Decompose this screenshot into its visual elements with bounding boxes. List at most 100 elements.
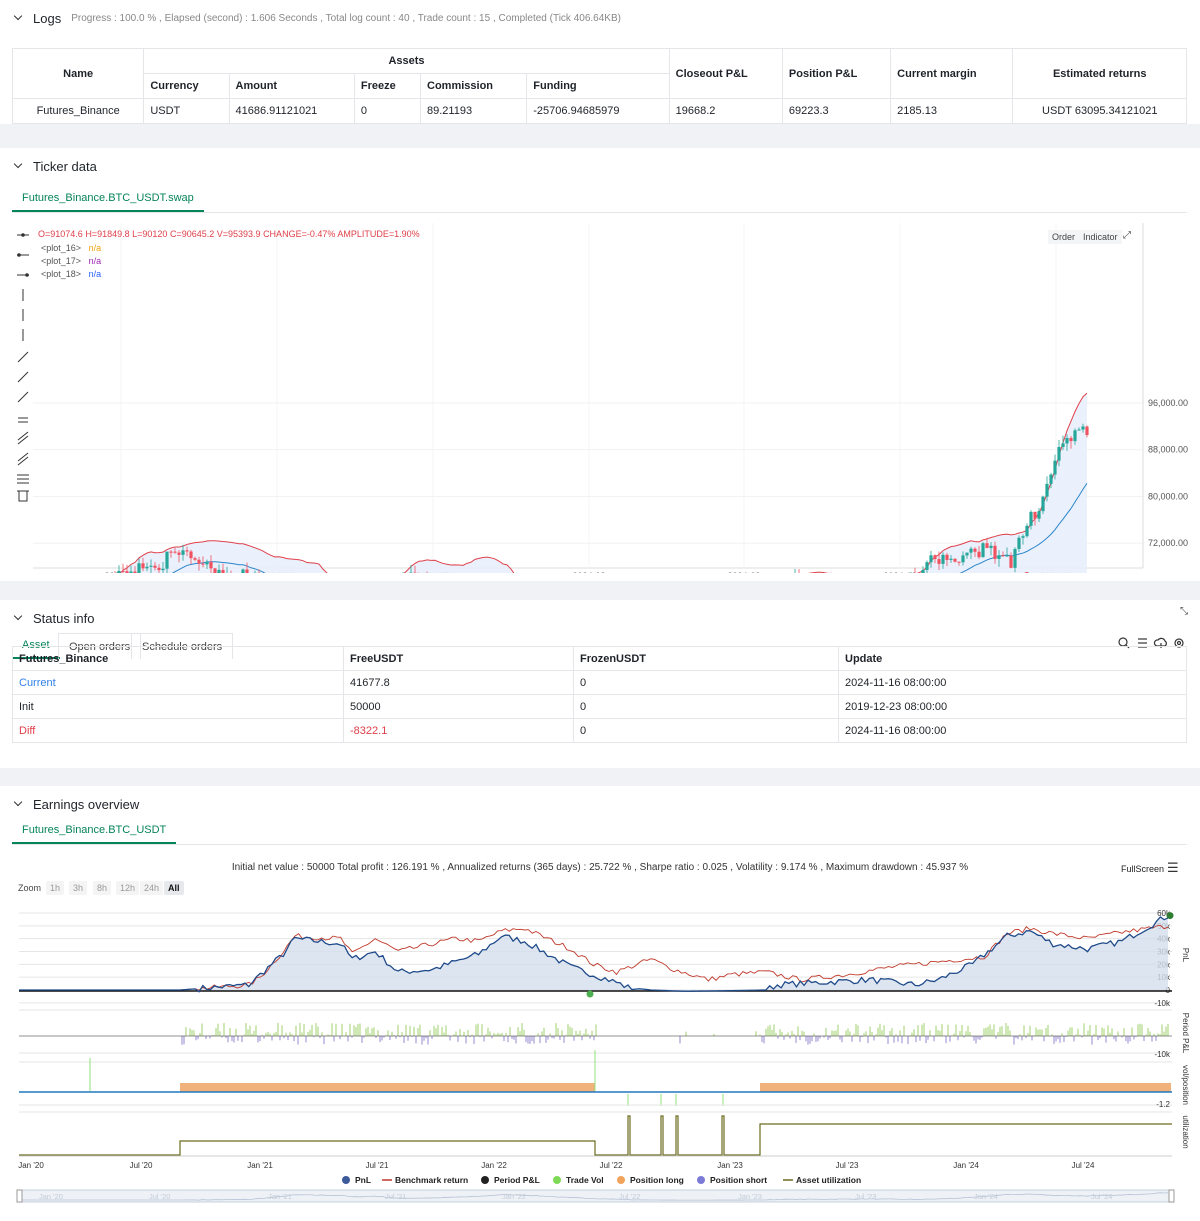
candle-body: [245, 569, 249, 573]
candle-body: [997, 555, 1001, 559]
candle-body: [1057, 446, 1061, 461]
plot-name: <plot_17>: [41, 256, 82, 266]
candle-body: [241, 569, 245, 573]
ticker-section: Ticker data Futures_Binance.BTC_USDT.swa…: [0, 148, 1200, 581]
status-section: Status info ⤡ Asset Open orders Schedule…: [0, 600, 1200, 768]
logs-header[interactable]: Logs Progress : 100.0 % , Elapsed (secon…: [0, 0, 1200, 36]
candle-body: [213, 568, 217, 573]
cell-frozen: 0: [573, 670, 839, 695]
candle-body: [185, 550, 189, 552]
candle-body: [1001, 555, 1005, 557]
col-currency: Currency: [143, 73, 230, 99]
col-funding: Funding: [526, 73, 670, 99]
candle-body: [201, 563, 205, 565]
col-amount: Amount: [228, 73, 355, 99]
table-row: Current 41677.8 0 2024-11-16 08:00:00: [12, 670, 1187, 695]
earnings-summary: Initial net value : 50000 Total profit :…: [231, 862, 969, 873]
candle-body: [217, 569, 221, 573]
fullscreen-button[interactable]: FullScreen: [1121, 864, 1165, 874]
cell-update: 2024-11-16 08:00:00: [838, 670, 1187, 695]
candle-body: [969, 548, 973, 553]
logs-title: Logs: [33, 10, 62, 26]
plot-value: n/a: [88, 256, 102, 266]
zoom-8h[interactable]: 8h: [93, 881, 112, 895]
plot-name: <plot_18>: [41, 269, 82, 279]
plot-legend: <plot_16> n/a <plot_17> n/a <plot_18> n/…: [41, 242, 101, 281]
menu-icon[interactable]: ☰: [1167, 860, 1179, 875]
zoom-24h[interactable]: 24h: [140, 881, 164, 895]
row-label-current: Current: [12, 670, 344, 695]
x-tick-label: Jul '20: [130, 1161, 153, 1170]
table-row: Diff -8322.1 0 2024-11-16 08:00:00: [12, 718, 1187, 743]
y-tick-label: 88,000.00: [1148, 445, 1188, 455]
candle-body: [1025, 525, 1029, 537]
expand-icon[interactable]: ⤢: [1123, 230, 1131, 241]
candle-body: [977, 551, 981, 558]
x-tick-label: Jan '21: [247, 1161, 273, 1170]
order-button[interactable]: Order: [1048, 230, 1080, 244]
tab-divider: [12, 212, 1187, 213]
collapse-icon[interactable]: ⤡: [1180, 606, 1188, 617]
tab-ticker-symbol[interactable]: Futures_Binance.BTC_USDT.swap: [12, 186, 204, 212]
candle-body: [1009, 555, 1013, 568]
navigator-tick-label: Jul '20: [149, 1192, 170, 1201]
cell-name: Futures_Binance: [11, 98, 145, 124]
x-tick-label: 2024-10: [883, 571, 916, 573]
table-row: Init 50000 0 2019-12-23 08:00:00: [12, 694, 1187, 719]
candlestick-chart[interactable]: 96,000.0088,000.0080,000.0072,000.0064,0…: [0, 223, 1200, 573]
plot-legend-item: <plot_16> n/a: [41, 242, 101, 255]
status-toolbar-icons[interactable]: [1117, 636, 1189, 650]
candle-body: [1041, 496, 1045, 512]
candle-body: [949, 558, 953, 560]
drawing-tools-icons[interactable]: [14, 228, 32, 508]
chevron-down-icon[interactable]: [14, 162, 23, 171]
y-tick-label: 96,000.00: [1148, 398, 1188, 408]
row-label-diff: Diff: [12, 718, 344, 743]
col-margin: Current margin: [890, 48, 1014, 99]
col-assets: Assets: [143, 48, 670, 74]
chevron-down-icon[interactable]: [14, 800, 23, 809]
zoom-all[interactable]: All: [164, 881, 184, 895]
cell-freeze: 0: [353, 98, 422, 124]
candle-body: [157, 567, 161, 571]
x-tick-label: Jul '22: [600, 1161, 623, 1170]
candle-body: [985, 543, 989, 549]
candle-body: [153, 565, 157, 568]
cell-free: -8322.1: [343, 718, 574, 743]
chevron-down-icon[interactable]: [14, 614, 23, 623]
col-update: Update: [838, 646, 1187, 671]
candle-body: [1029, 511, 1033, 526]
navigator-tick-label: Jul '22: [619, 1192, 640, 1201]
status-title: Status info: [33, 610, 95, 626]
candle-body: [981, 543, 985, 558]
zoom-12h[interactable]: 12h: [116, 881, 140, 895]
ohlc-amplitude: AMPLITUDE=1.90%: [337, 229, 420, 239]
chevron-down-icon[interactable]: [14, 14, 23, 23]
indicator-button[interactable]: Indicator: [1079, 230, 1122, 244]
col-freeze: Freeze: [353, 73, 422, 99]
navigator-handle-right: [1168, 1189, 1175, 1203]
candle-body: [933, 555, 937, 560]
candle-body: [941, 554, 945, 564]
candle-body: [1069, 437, 1073, 442]
zoom-1h[interactable]: 1h: [46, 881, 65, 895]
ticker-header[interactable]: Ticker data: [0, 148, 1200, 184]
tab-earnings-symbol[interactable]: Futures_Binance.BTC_USDT: [12, 818, 177, 844]
zoom-3h[interactable]: 3h: [69, 881, 88, 895]
candle-body: [1005, 555, 1009, 557]
period-tick-label: -10k: [1154, 1050, 1171, 1059]
navigator-tick-label: Jul '24: [1091, 1192, 1112, 1201]
earnings-header[interactable]: Earnings overview: [0, 786, 1200, 822]
x-tick-label: 2024-08: [572, 571, 605, 573]
cell-margin: 2185.13: [890, 98, 1014, 124]
x-tick-label: Jan '23: [717, 1161, 743, 1170]
status-header[interactable]: Status info: [0, 600, 1200, 636]
candle-body: [1085, 426, 1089, 436]
col-closeout: Closeout P&L: [668, 48, 783, 99]
logs-section: Logs Progress : 100.0 % , Elapsed (secon…: [0, 0, 1200, 124]
col-position: Position P&L: [781, 48, 892, 99]
candle-body: [1037, 511, 1041, 519]
legend-label: Benchmark return: [395, 1175, 468, 1185]
candle-body: [205, 561, 209, 565]
